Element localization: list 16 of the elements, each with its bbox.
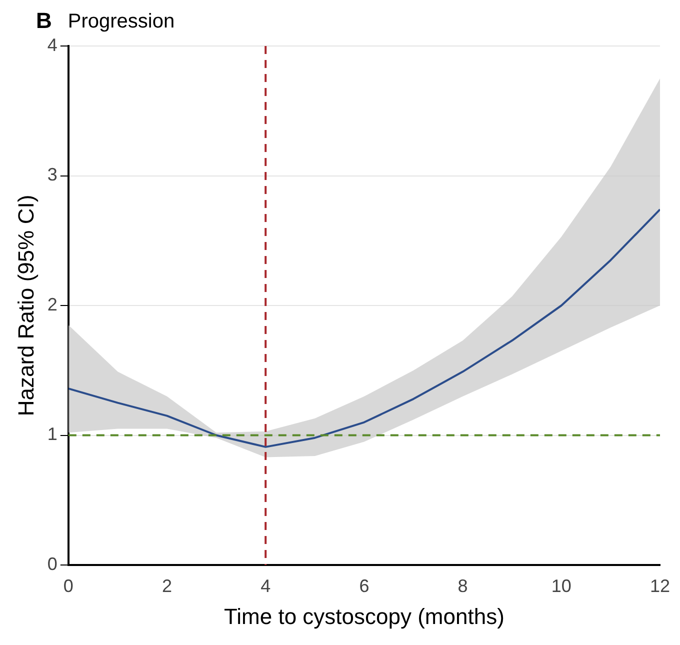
x-tick-label: 0: [63, 576, 74, 596]
y-tick-label: 4: [47, 34, 58, 55]
text: B: [36, 8, 52, 34]
y-tick-label: 0: [47, 554, 58, 574]
x-tick-label: 8: [458, 576, 468, 596]
x-tick-label: 4: [260, 576, 271, 596]
chart-title: Progression: [68, 10, 175, 33]
x-tick-label: 6: [359, 576, 370, 596]
y-tick-label: 1: [47, 424, 58, 444]
x-tick-label: 12: [650, 576, 670, 596]
x-tick-label: 10: [551, 576, 572, 596]
x-tick-label: 2: [162, 576, 172, 596]
y-axis-title: Hazard Ratio (95% CI): [13, 194, 38, 416]
x-axis-title: Time to cystoscopy (months): [224, 604, 504, 629]
y-tick-label: 2: [47, 294, 58, 314]
y-tick-label: 3: [47, 164, 58, 185]
